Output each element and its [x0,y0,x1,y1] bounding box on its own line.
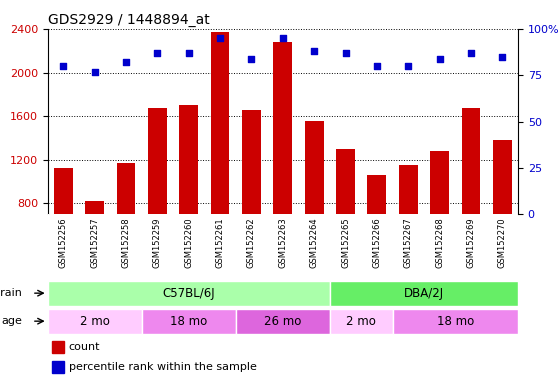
Text: C57BL/6J: C57BL/6J [162,287,215,300]
Bar [461,108,480,290]
Bar [273,42,292,290]
Point [278,35,287,41]
Text: DBA/2J: DBA/2J [404,287,444,300]
Text: 18 mo: 18 mo [437,314,474,328]
Text: percentile rank within the sample: percentile rank within the sample [69,362,256,372]
Point [310,48,319,55]
Text: GSM152265: GSM152265 [341,217,350,268]
Point [341,50,350,56]
Text: GSM152259: GSM152259 [153,217,162,268]
Point [466,50,475,56]
Point [59,63,68,69]
Bar [236,309,330,334]
Point [184,50,193,56]
Text: GSM152266: GSM152266 [372,217,381,268]
Bar [54,169,73,290]
Bar [330,309,393,334]
Text: GSM152258: GSM152258 [122,217,130,268]
Text: GSM152269: GSM152269 [466,217,475,268]
Text: 18 mo: 18 mo [170,314,207,328]
Point [372,63,381,69]
Text: GSM152267: GSM152267 [404,217,413,268]
Text: GSM152257: GSM152257 [90,217,99,268]
Text: GDS2929 / 1448894_at: GDS2929 / 1448894_at [48,13,209,27]
Bar [48,281,330,306]
Text: 2 mo: 2 mo [346,314,376,328]
Bar [393,309,518,334]
Text: GSM152264: GSM152264 [310,217,319,268]
Text: GSM152256: GSM152256 [59,217,68,268]
Bar [330,281,518,306]
Bar [52,361,64,373]
Text: 2 mo: 2 mo [80,314,110,328]
Bar [430,151,449,290]
Bar [148,108,167,290]
Bar [211,32,230,290]
Bar [399,165,418,290]
Bar [142,309,236,334]
Bar [48,309,142,334]
Point [404,63,413,69]
Text: GSM152261: GSM152261 [216,217,225,268]
Text: 26 mo: 26 mo [264,314,301,328]
Text: GSM152263: GSM152263 [278,217,287,268]
Point [90,69,99,75]
Text: strain: strain [0,288,22,298]
Bar [179,105,198,290]
Text: GSM152262: GSM152262 [247,217,256,268]
Bar [305,121,324,290]
Bar [85,201,104,290]
Point [435,56,444,62]
Point [216,35,225,41]
Bar [336,149,355,290]
Point [153,50,162,56]
Bar [116,163,136,290]
Point [247,56,256,62]
Text: count: count [69,342,100,352]
Text: GSM152270: GSM152270 [498,217,507,268]
Bar [242,110,261,290]
Bar [52,341,64,353]
Point [498,54,507,60]
Bar [367,175,386,290]
Text: age: age [2,316,22,326]
Point [122,60,130,66]
Text: GSM152260: GSM152260 [184,217,193,268]
Text: GSM152268: GSM152268 [435,217,444,268]
Bar [493,140,512,290]
